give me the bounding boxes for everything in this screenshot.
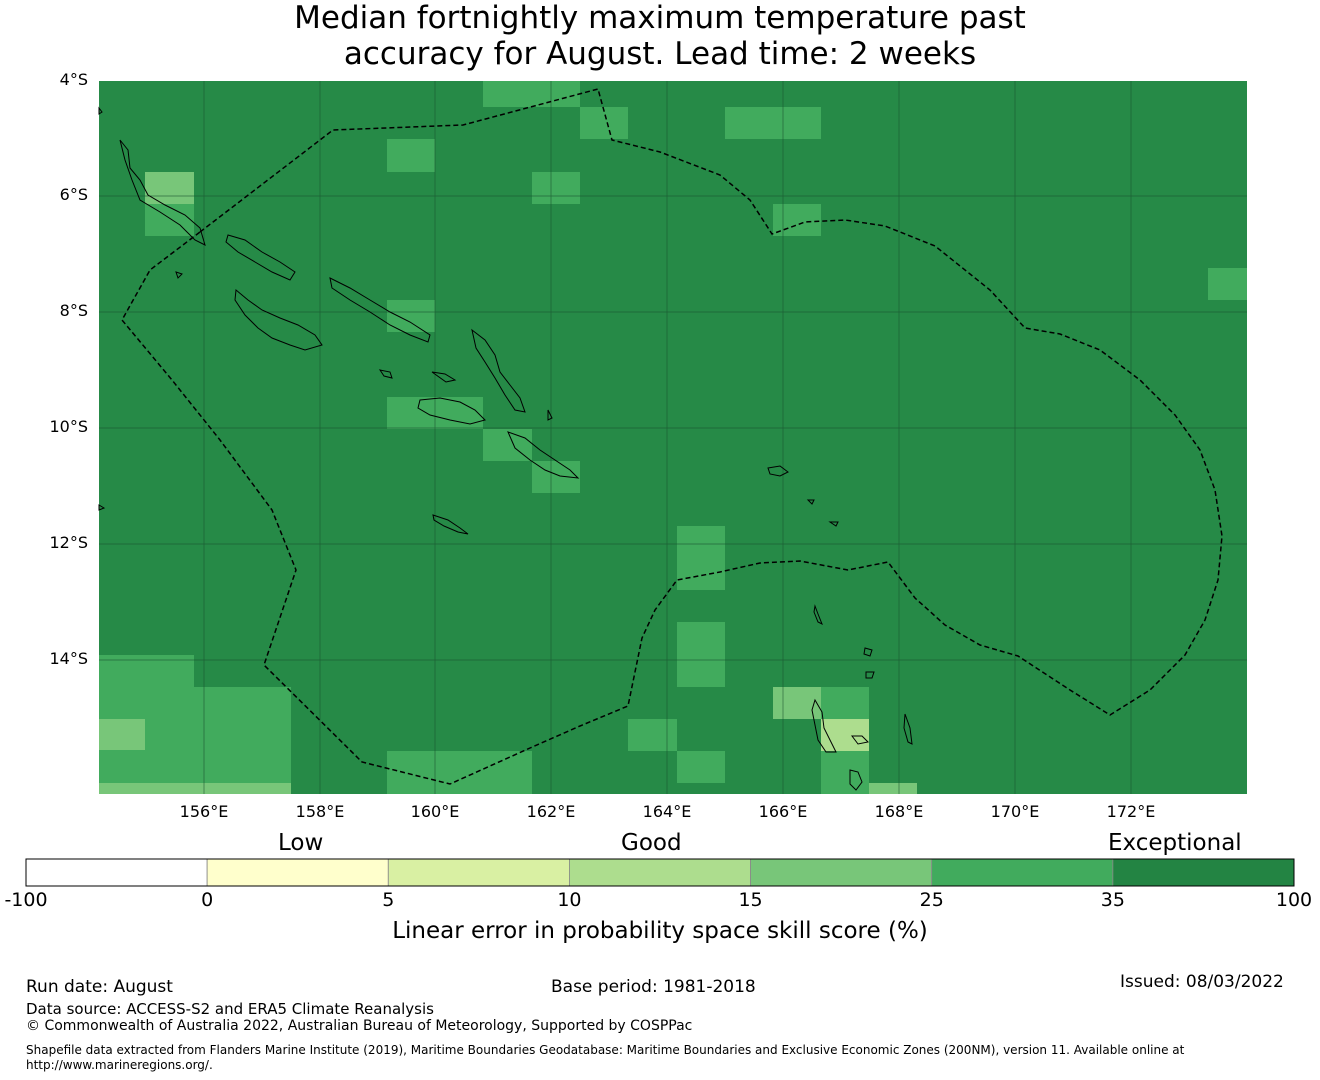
- colorbar-frame: [25, 858, 1295, 887]
- island-small-1: [378, 369, 393, 379]
- lon-tick-label: 166°E: [758, 802, 808, 821]
- colorbar-segment: [206, 858, 389, 887]
- skill-cell: [677, 622, 725, 687]
- lon-tick-label: 162°E: [526, 802, 576, 821]
- lat-tick-label: 8°S: [59, 301, 88, 320]
- skill-cell: [387, 300, 435, 332]
- data-source: Data source: ACCESS-S2 and ERA5 Climate …: [26, 1000, 434, 1018]
- skill-cell: [677, 751, 725, 783]
- island-small-5: [98, 106, 103, 115]
- skill-cell: [99, 783, 291, 794]
- island-makira: [507, 431, 580, 479]
- island-malaita: [471, 328, 526, 413]
- island-espiritu-santo: [811, 698, 837, 753]
- island-vanua-lava: [863, 647, 873, 657]
- skill-cell: [387, 751, 532, 794]
- skill-cell: [483, 81, 580, 107]
- copyright: © Commonwealth of Australia 2022, Austra…: [26, 1018, 693, 1034]
- island-bougainville: [119, 139, 206, 246]
- lon-tick-label: 160°E: [410, 802, 460, 821]
- legend-category-exceptional: Exceptional: [1108, 830, 1242, 856]
- skill-cell: [387, 139, 435, 172]
- island-duff: [828, 521, 839, 527]
- lat-tick-label: 4°S: [59, 70, 88, 89]
- lon-tick-label: 156°E: [179, 802, 229, 821]
- graticule: [99, 81, 1247, 794]
- lon-tick-label: 164°E: [642, 802, 692, 821]
- colorbar-tick-label: 35: [1100, 889, 1125, 911]
- colorbar-tick-label: 100: [1275, 889, 1313, 911]
- island-choiseul: [225, 234, 296, 281]
- island-small-6: [98, 504, 106, 511]
- legend-category-good: Good: [621, 830, 682, 856]
- skill-cell: [725, 107, 821, 139]
- issued-date: Issued: 08/03/2022: [1120, 972, 1284, 992]
- shapefile-credit-line-2: http://www.marineregions.org/.: [26, 1058, 213, 1072]
- colorbar-segment: [750, 858, 933, 887]
- colorbar-segment: [569, 858, 751, 887]
- run-date: Run date: August: [26, 977, 173, 997]
- colorbar-segment: [1112, 858, 1295, 887]
- skill-cell: [821, 687, 869, 719]
- lon-tick-label: 168°E: [874, 802, 924, 821]
- base-period: Base period: 1981-2018: [551, 977, 756, 997]
- skill-cell: [1208, 268, 1247, 300]
- lon-tick-label: 158°E: [295, 802, 345, 821]
- skill-cell: [677, 526, 725, 590]
- skill-cells: [99, 81, 1247, 794]
- coastlines: [98, 106, 913, 791]
- island-small-4: [547, 409, 553, 421]
- island-new-georgia: [234, 289, 323, 351]
- island-malekula: [849, 769, 863, 791]
- lat-tick-label: 12°S: [49, 533, 88, 552]
- lat-tick-label: 10°S: [49, 417, 88, 436]
- lat-tick-label: 6°S: [59, 185, 88, 204]
- island-guadalcanal: [417, 397, 486, 425]
- skill-cell: [145, 172, 194, 204]
- island-santa-cruz: [767, 465, 789, 477]
- map-title-line-1: Median fortnightly maximum temperature p…: [294, 0, 1026, 36]
- island-small-2: [431, 371, 457, 383]
- skill-cell: [532, 172, 580, 204]
- skill-cell: [628, 719, 677, 751]
- legend-category-low: Low: [278, 830, 324, 856]
- island-banks: [865, 671, 875, 679]
- colorbar-segment: [931, 858, 1114, 887]
- lon-tick-label: 170°E: [990, 802, 1040, 821]
- island-rennell: [432, 514, 469, 535]
- island-small-3: [175, 271, 183, 279]
- island-santa-isabel: [329, 277, 431, 343]
- colorbar-tick-label: -100: [4, 889, 48, 911]
- lon-tick-label: 172°E: [1106, 802, 1156, 821]
- skill-cell: [99, 719, 145, 750]
- island-ambae: [851, 735, 870, 745]
- shapefile-credit-line-1: Shapefile data extracted from Flanders M…: [26, 1043, 1185, 1057]
- map-title-line-2: accuracy for August. Lead time: 2 weeks: [343, 36, 977, 72]
- colorbar-tick-label: 5: [382, 889, 395, 911]
- island-torres: [813, 604, 823, 626]
- skill-cell: [821, 719, 869, 751]
- eez-boundary: [121, 88, 1223, 785]
- island-reef: [806, 499, 815, 505]
- legend-axis-label: Linear error in probability space skill …: [392, 918, 928, 944]
- lat-tick-label: 14°S: [49, 649, 88, 668]
- colorbar-tick-label: 0: [201, 889, 214, 911]
- skill-cell: [821, 751, 869, 794]
- skill-field-base: [99, 81, 1247, 794]
- island-pentecost: [903, 713, 913, 745]
- skill-cell: [194, 687, 291, 783]
- colorbar: [25, 858, 1295, 887]
- colorbar-tick-label: 15: [738, 889, 763, 911]
- skill-cell: [580, 107, 628, 139]
- colorbar-segment: [25, 858, 208, 887]
- skill-cell: [773, 204, 821, 236]
- colorbar-tick-label: 10: [557, 889, 582, 911]
- colorbar-tick-label: 25: [919, 889, 944, 911]
- skill-cell: [869, 783, 917, 794]
- colorbar-segment: [387, 858, 570, 887]
